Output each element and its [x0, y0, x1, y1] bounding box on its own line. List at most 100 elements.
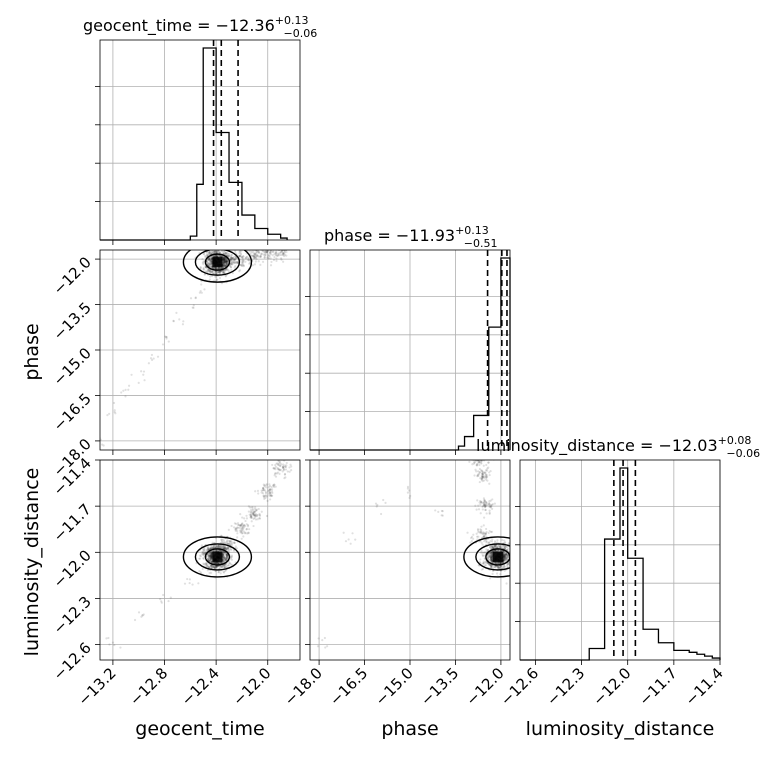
sample-point — [234, 528, 237, 531]
sample-point — [478, 461, 481, 464]
sample-point — [210, 260, 213, 264]
sample-point — [488, 556, 492, 559]
sample-point — [215, 272, 218, 275]
sample-point — [223, 558, 227, 561]
sample-point — [466, 531, 469, 534]
sample-point — [508, 564, 510, 567]
sample-point — [475, 464, 479, 467]
sample-point — [489, 499, 492, 502]
sample-point — [214, 549, 218, 552]
sample-point — [490, 544, 494, 548]
y-tick-label: −11.7 — [50, 500, 95, 545]
x-tick-label: −12.6 — [497, 664, 542, 709]
geocent-time-histogram-panel — [95, 39, 301, 245]
sample-point — [241, 261, 244, 264]
sample-point — [142, 370, 146, 373]
sample-point — [326, 645, 329, 648]
sample-point — [503, 550, 506, 553]
y-tick-label: −15.0 — [50, 344, 95, 389]
sample-point — [502, 560, 505, 563]
sample-point — [222, 265, 225, 268]
sample-point — [496, 561, 499, 564]
sample-point — [494, 561, 497, 564]
sample-point — [481, 471, 484, 474]
sample-point — [257, 492, 260, 495]
sample-point — [242, 259, 245, 262]
sample-point — [214, 267, 217, 270]
sample-point — [488, 502, 491, 505]
sample-point — [210, 257, 213, 261]
sample-point — [479, 501, 483, 504]
sample-point — [247, 505, 250, 508]
sample-point — [207, 554, 210, 557]
sample-point — [316, 645, 320, 648]
sample-point — [481, 553, 484, 556]
sample-point — [258, 513, 261, 517]
sample-point — [175, 311, 178, 315]
sample-point — [223, 260, 226, 263]
sample-point — [489, 504, 492, 507]
sample-point — [209, 564, 213, 567]
sample-point — [495, 561, 498, 564]
sample-point — [478, 471, 481, 474]
sample-point — [206, 546, 209, 549]
sample-point — [252, 254, 255, 257]
sample-point — [499, 546, 502, 549]
sample-point — [223, 259, 226, 262]
sample-point — [261, 487, 265, 490]
sample-point — [202, 551, 205, 555]
sample-point — [261, 250, 264, 252]
sample-point — [223, 559, 227, 563]
sample-point — [251, 512, 255, 515]
sample-point — [241, 260, 244, 263]
sample-point — [223, 556, 226, 560]
sample-point — [222, 256, 225, 260]
sample-point — [501, 544, 505, 548]
sample-point — [503, 558, 506, 561]
sample-point — [484, 508, 487, 512]
sample-point — [488, 473, 491, 477]
sample-point — [222, 554, 225, 557]
sample-point — [182, 320, 185, 323]
sample-point — [490, 551, 494, 554]
sample-point — [503, 557, 506, 560]
sample-point — [150, 358, 154, 362]
sample-point — [485, 540, 488, 544]
sample-point — [214, 562, 217, 565]
sample-point — [250, 254, 253, 257]
sample-point — [213, 550, 216, 553]
sample-point — [255, 250, 258, 252]
sample-point — [205, 563, 209, 566]
sample-point — [508, 561, 510, 564]
sample-point — [212, 272, 215, 275]
sample-point — [210, 270, 213, 273]
sample-point — [226, 259, 229, 263]
sample-point — [229, 540, 232, 543]
sample-point — [208, 554, 211, 557]
sample-point — [215, 546, 218, 549]
sample-point — [210, 261, 213, 264]
sample-point — [267, 254, 270, 258]
sample-point — [254, 512, 257, 516]
sample-point — [231, 261, 234, 264]
sample-point — [485, 475, 488, 478]
sample-point — [477, 473, 480, 476]
density-contour — [194, 543, 241, 571]
sample-point — [267, 490, 270, 493]
sample-point — [437, 510, 440, 513]
sample-point — [511, 557, 513, 559]
sample-point — [229, 258, 232, 261]
sample-point — [269, 264, 273, 267]
sample-point — [214, 562, 217, 565]
sample-point — [214, 250, 217, 252]
sample-point — [514, 565, 516, 567]
sample-point — [489, 558, 492, 561]
sample-point — [257, 250, 260, 251]
sample-point — [268, 254, 271, 258]
sample-point — [494, 545, 497, 548]
sample-point — [218, 550, 221, 553]
sample-point — [140, 370, 143, 373]
sample-point — [263, 242, 265, 244]
sample-point — [251, 508, 254, 511]
